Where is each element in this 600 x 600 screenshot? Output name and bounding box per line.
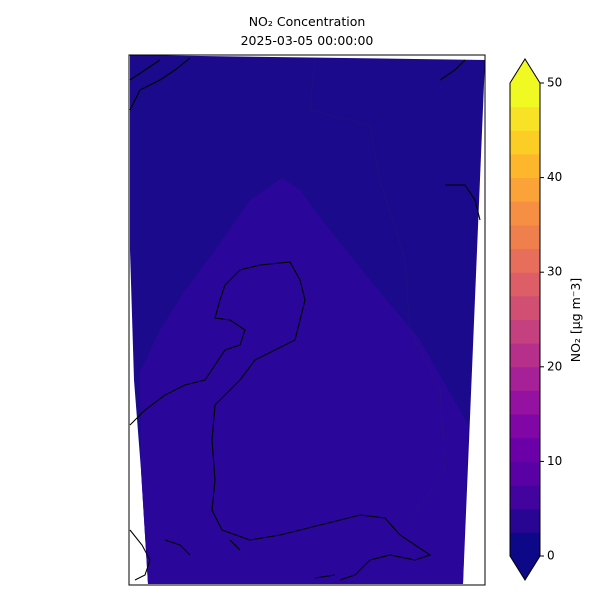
- title: NO₂ Concentration: [249, 14, 366, 29]
- colorbar-band: [510, 366, 540, 391]
- colorbar-tick-label: 20: [547, 359, 562, 373]
- coastline: [129, 529, 336, 581]
- colorbar-band: [510, 201, 540, 226]
- colorbar-band: [510, 437, 540, 462]
- colorbar-extend-under: [510, 556, 540, 580]
- map-frame: [128, 54, 486, 586]
- colorbar-band: [510, 248, 540, 273]
- colorbar: 0 10 20 30 40 50: [509, 58, 562, 581]
- colorbar-band: [510, 319, 540, 344]
- map: [128, 54, 486, 586]
- colorbar-tick-label: 0: [547, 549, 555, 563]
- colorbar-band: [510, 485, 540, 510]
- border: [309, 57, 446, 521]
- colorbar-band: [510, 130, 540, 155]
- coastline: [129, 261, 432, 581]
- colorbar-band: [510, 390, 540, 415]
- colorbar-band: [510, 83, 540, 108]
- coastline: [129, 57, 481, 221]
- colorbar-extend-over: [510, 59, 540, 83]
- colorbar-tick-label: 10: [547, 454, 562, 468]
- colorbar-band: [510, 177, 540, 202]
- colorbar-band: [510, 295, 540, 320]
- colorbar-band: [510, 461, 540, 486]
- colorbar-band: [510, 224, 540, 250]
- colorbar-band: [510, 414, 540, 439]
- colorbar-band: [510, 508, 540, 533]
- colorbar-tick-label: 50: [547, 76, 562, 90]
- colorbar-band: [510, 343, 540, 368]
- colorbar-band: [510, 272, 540, 297]
- field-mid: [140, 178, 468, 584]
- colorbar-band: [510, 153, 540, 179]
- colorbar-tick-label: 30: [547, 265, 562, 279]
- colorbar-band: [510, 532, 540, 557]
- colorbar-band: [510, 106, 540, 131]
- colorbar-tick-label: 40: [547, 170, 562, 184]
- subtitle: 2025-03-05 00:00:00: [241, 33, 374, 48]
- colorbar-label: NO₂ [µg m⁻3]: [568, 278, 583, 363]
